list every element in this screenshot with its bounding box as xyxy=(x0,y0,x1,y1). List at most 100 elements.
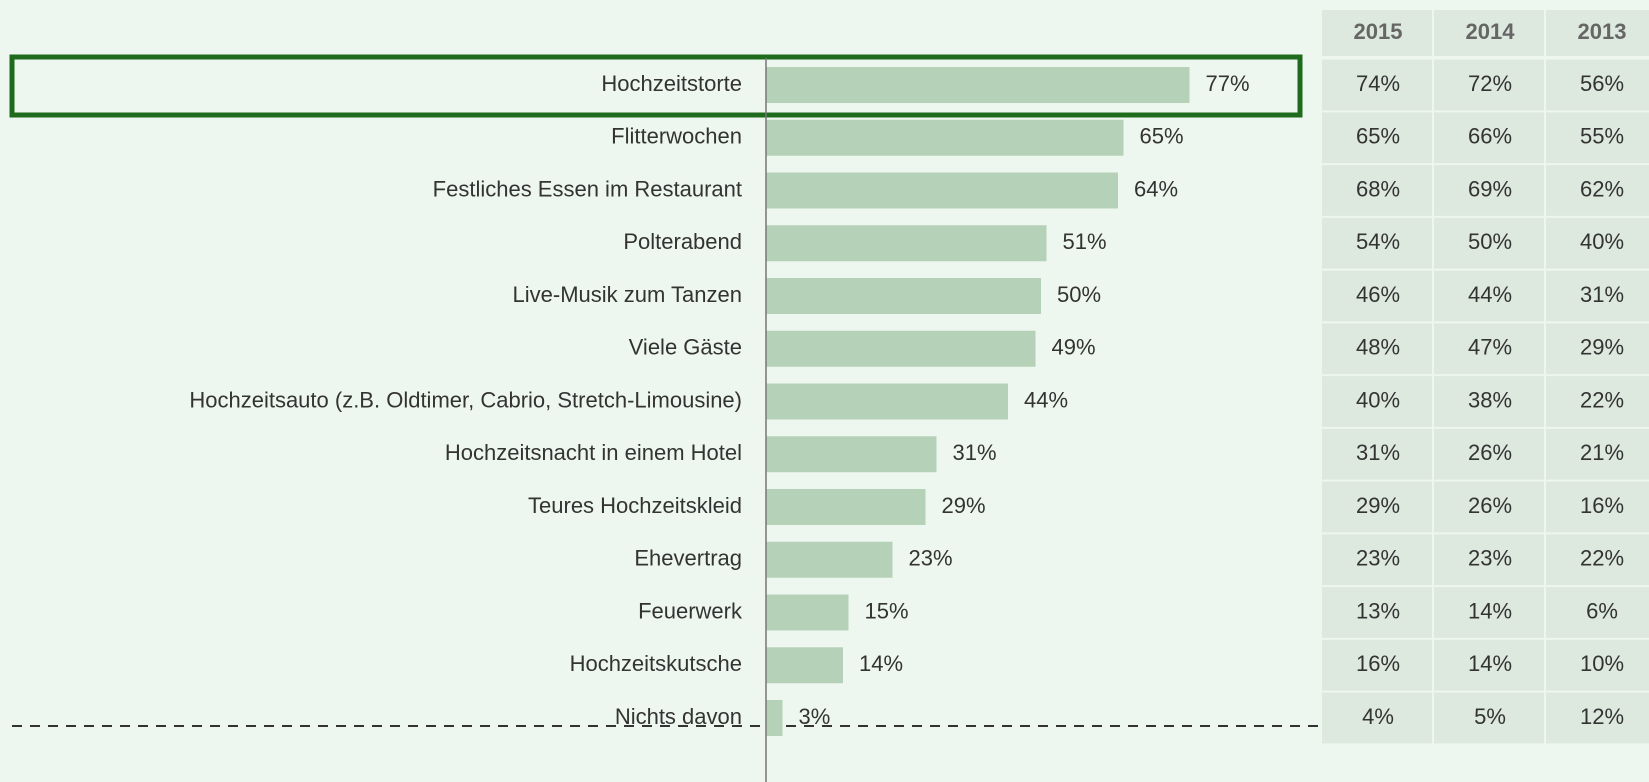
table-value: 55% xyxy=(1580,124,1624,149)
bar xyxy=(766,278,1041,314)
table-value: 29% xyxy=(1356,493,1400,518)
table-value: 12% xyxy=(1580,704,1624,729)
table-value: 26% xyxy=(1468,493,1512,518)
table-cell xyxy=(1546,481,1649,533)
bar xyxy=(766,330,1036,367)
table-value: 68% xyxy=(1356,176,1400,201)
table-cell xyxy=(1434,59,1544,111)
header-cell xyxy=(1434,10,1544,56)
table-cell xyxy=(1434,587,1544,638)
table-value: 14% xyxy=(1468,651,1512,676)
table-value: 13% xyxy=(1356,598,1400,623)
bar xyxy=(766,383,1008,420)
table-cell xyxy=(1546,323,1649,375)
table-value: 40% xyxy=(1580,229,1624,254)
value-label: 50% xyxy=(1057,282,1101,307)
table-value: 54% xyxy=(1356,229,1400,254)
table-value: 31% xyxy=(1356,440,1400,465)
bar xyxy=(766,594,849,631)
table-value: 65% xyxy=(1356,124,1400,149)
table-value: 46% xyxy=(1356,282,1400,307)
value-label: 65% xyxy=(1140,124,1184,149)
value-label: 77% xyxy=(1206,71,1250,96)
table-value: 62% xyxy=(1580,176,1624,201)
table-cell xyxy=(1434,481,1544,533)
category-label: Teures Hochzeitskleid xyxy=(528,493,742,518)
highlight-box xyxy=(9,54,1303,118)
table-value: 23% xyxy=(1356,546,1400,571)
value-label: 49% xyxy=(1052,335,1096,360)
category-label: Festliches Essen im Restaurant xyxy=(433,176,742,201)
table-cell xyxy=(1434,270,1544,322)
table-cell xyxy=(1322,587,1432,638)
table-cell xyxy=(1546,639,1649,691)
value-label: 44% xyxy=(1024,387,1068,412)
table-cell xyxy=(1322,639,1432,691)
table-value: 72% xyxy=(1468,71,1512,96)
table-cell xyxy=(1322,59,1432,111)
header-cell xyxy=(1322,10,1432,56)
table-value: 26% xyxy=(1468,440,1512,465)
table-value: 69% xyxy=(1468,176,1512,201)
category-label: Flitterwochen xyxy=(611,124,742,149)
table-cell xyxy=(1434,217,1544,269)
table-value: 56% xyxy=(1580,71,1624,96)
table-cell xyxy=(1322,217,1432,269)
value-label: 15% xyxy=(865,598,909,623)
table-cell xyxy=(1434,428,1544,480)
bar xyxy=(766,67,1190,103)
table-value: 16% xyxy=(1356,651,1400,676)
bar xyxy=(766,489,926,525)
table-value: 22% xyxy=(1580,387,1624,412)
table-cell xyxy=(1434,112,1544,164)
table-value: 40% xyxy=(1356,387,1400,412)
table-cell xyxy=(1546,165,1649,216)
table-cell xyxy=(1322,534,1432,586)
table-cell xyxy=(1546,428,1649,480)
bar xyxy=(766,541,893,578)
bar xyxy=(766,172,1118,209)
category-label: Ehevertrag xyxy=(634,546,742,571)
category-label: Viele Gäste xyxy=(629,335,742,360)
table-value: 21% xyxy=(1580,440,1624,465)
table-cell xyxy=(1434,639,1544,691)
table-value: 50% xyxy=(1468,229,1512,254)
table-value: 6% xyxy=(1586,598,1618,623)
table-value: 5% xyxy=(1474,704,1506,729)
value-label: 29% xyxy=(942,493,986,518)
table-cell xyxy=(1322,323,1432,375)
value-label: 64% xyxy=(1134,176,1178,201)
table-value: 74% xyxy=(1356,71,1400,96)
table-cell xyxy=(1546,59,1649,111)
table-value: 47% xyxy=(1468,335,1512,360)
category-label: Hochzeitsnacht in einem Hotel xyxy=(445,440,742,465)
category-label: Hochzeitstorte xyxy=(601,71,742,96)
category-label: Hochzeitsauto (z.B. Oldtimer, Cabrio, St… xyxy=(189,387,742,412)
header-label: 2013 xyxy=(1578,19,1627,44)
table-value: 23% xyxy=(1468,546,1512,571)
table-cell xyxy=(1546,270,1649,322)
value-label: 14% xyxy=(859,651,903,676)
table-cell xyxy=(1434,165,1544,216)
category-label: Feuerwerk xyxy=(638,598,743,623)
table-cell xyxy=(1322,376,1432,427)
bar xyxy=(766,119,1124,156)
table-cell xyxy=(1434,692,1544,744)
category-label: Nichts davon xyxy=(615,704,742,729)
table-cell xyxy=(1546,692,1649,744)
table-value: 48% xyxy=(1356,335,1400,360)
header-label: 2015 xyxy=(1354,19,1403,44)
header-label: 2014 xyxy=(1466,19,1516,44)
table-cell xyxy=(1322,165,1432,216)
value-label: 31% xyxy=(953,440,997,465)
value-label: 3% xyxy=(799,704,831,729)
table-value: 66% xyxy=(1468,124,1512,149)
value-label: 23% xyxy=(909,546,953,571)
table-cell xyxy=(1546,587,1649,638)
table-cell xyxy=(1322,270,1432,322)
table-value: 4% xyxy=(1362,704,1394,729)
bar xyxy=(766,647,843,684)
category-label: Live-Musik zum Tanzen xyxy=(513,282,742,307)
